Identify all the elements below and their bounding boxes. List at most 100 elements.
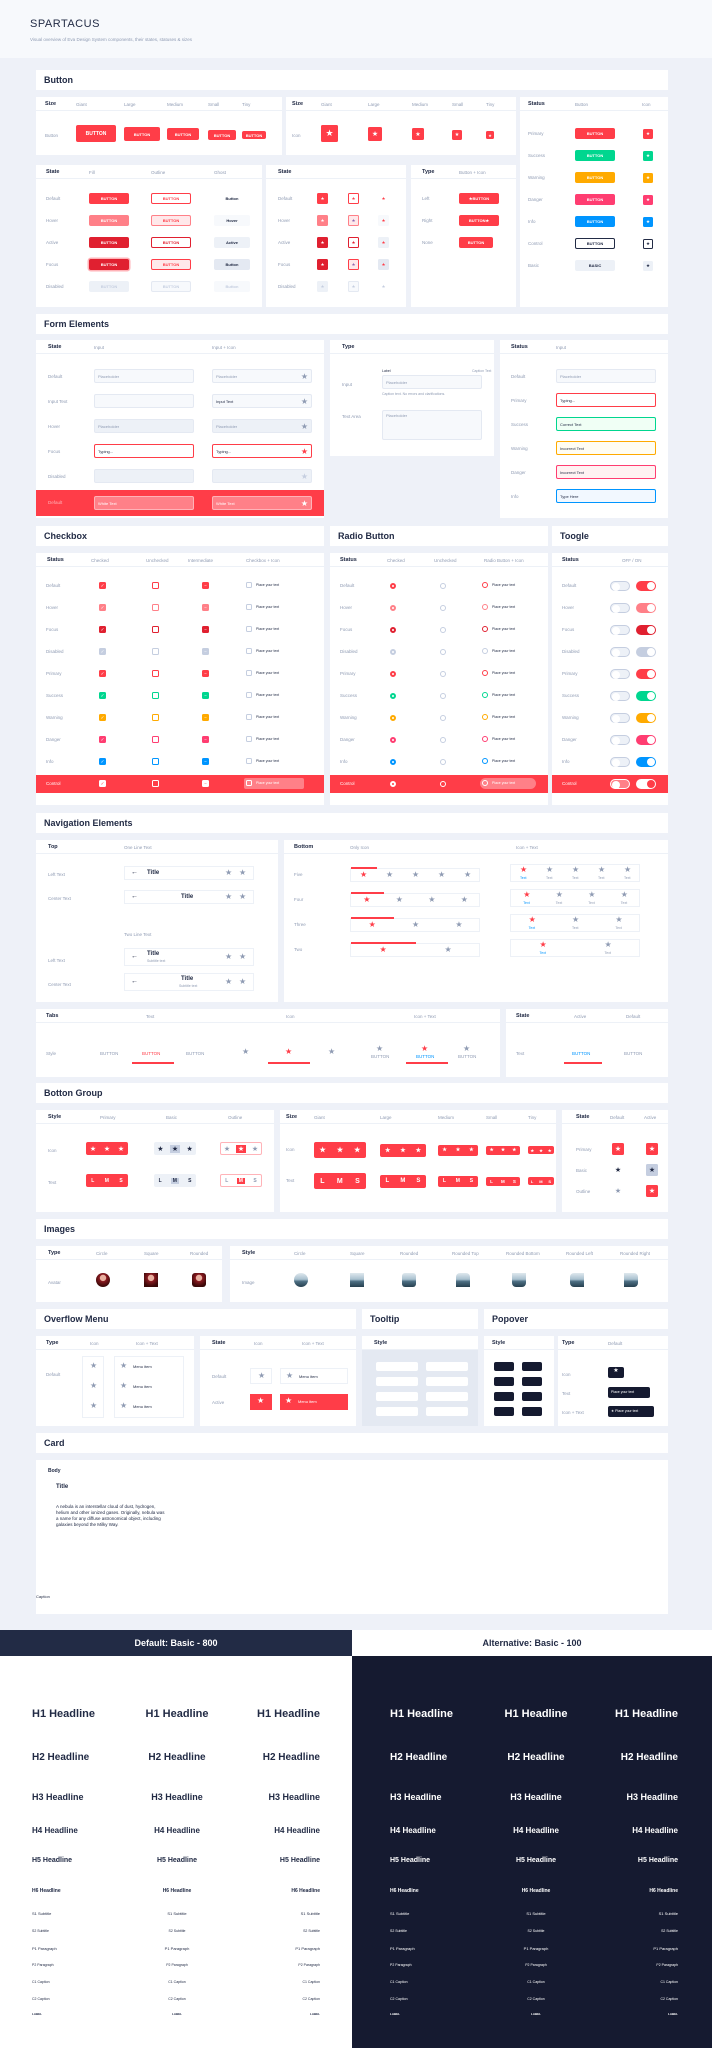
star-icon[interactable]: ★ (624, 865, 632, 874)
star-icon-basic[interactable]: ★ (643, 261, 653, 271)
button-small[interactable]: BUTTON (208, 130, 236, 140)
star-icon[interactable]: ★ (546, 865, 554, 874)
button-outline-active[interactable]: BUTTON (151, 237, 191, 248)
checkbox-with-text-control[interactable]: Place your text (244, 778, 304, 789)
button-fill-active[interactable]: BUTTON (89, 237, 129, 248)
radio-unchecked-disabled[interactable] (440, 649, 446, 655)
overflow-icon-default[interactable]: ★ (250, 1368, 272, 1384)
star-icon[interactable]: ★ (376, 1044, 384, 1053)
star-icon-fill-active[interactable]: ★ (317, 237, 328, 248)
radio-unchecked-focus[interactable] (440, 627, 446, 633)
button-warning[interactable]: BUTTON (575, 172, 615, 183)
menu-item-label[interactable]: Menu item (133, 1364, 152, 1369)
input-icon-hover[interactable]: Placeholder ★ (212, 419, 312, 433)
star-icon[interactable]: ★ (90, 1381, 98, 1390)
toggle-off-info[interactable] (610, 757, 630, 767)
toggle-on-success[interactable] (636, 691, 656, 701)
star-icon-group-basic-default[interactable]: ★ (612, 1164, 624, 1176)
star-icon[interactable]: ★ (460, 895, 468, 904)
button-ghost-active[interactable]: Active (214, 237, 250, 248)
group-size-icon-4[interactable]: ★ ★ ★ (528, 1146, 554, 1154)
checkbox-intermediate-default[interactable]: − (202, 582, 209, 589)
star-icon-group-primary-active[interactable]: ★ (646, 1143, 658, 1155)
star-icon-ghost-active[interactable]: ★ (378, 237, 389, 248)
button-info[interactable]: BUTTON (575, 216, 615, 227)
star-icon[interactable]: ★ (455, 920, 463, 929)
checkbox-unchecked-default[interactable] (152, 582, 159, 589)
checkbox-with-text-info[interactable]: Place your text (244, 756, 304, 767)
checkbox-intermediate-focus[interactable]: − (202, 626, 209, 633)
star-icon[interactable]: ★ (328, 1047, 336, 1056)
radio-checked-focus[interactable] (390, 627, 396, 633)
radio-with-text-danger[interactable]: Place your text (480, 734, 536, 745)
checkbox-intermediate-control[interactable]: − (202, 780, 209, 787)
star-icon[interactable]: ★ (428, 895, 436, 904)
input-status-success[interactable]: Correct Text (556, 417, 656, 431)
toggle-on-focus[interactable] (636, 625, 656, 635)
checkbox-unchecked-warning[interactable] (152, 714, 159, 721)
toggle-on-primary[interactable] (636, 669, 656, 679)
checkbox-checked-focus[interactable]: ✓ (99, 626, 106, 633)
checkbox-with-text-danger[interactable]: Place your text (244, 734, 304, 745)
overflow-item-default[interactable]: ★ Menu item (280, 1368, 348, 1384)
checkbox-unchecked-focus[interactable] (152, 626, 159, 633)
star-icon[interactable]: ★ (239, 868, 247, 877)
button-fill-default[interactable]: BUTTON (89, 193, 129, 204)
toggle-on-disabled[interactable] (636, 647, 656, 657)
star-icon-ghost-default[interactable]: ★ (378, 193, 389, 204)
tab-active[interactable]: BUTTON (572, 1051, 591, 1056)
toggle-on-warning[interactable] (636, 713, 656, 723)
overflow-item-active[interactable]: ★ Menu item (280, 1394, 348, 1410)
star-icon[interactable]: ★ (120, 1381, 128, 1390)
checkbox-checked-default[interactable]: ✓ (99, 582, 106, 589)
button-ghost-default[interactable]: Button (214, 193, 250, 204)
star-icon[interactable]: ★ (120, 1361, 128, 1370)
checkbox-intermediate-warning[interactable]: − (202, 714, 209, 721)
star-icon[interactable]: ★ (438, 870, 446, 879)
radio-unchecked-success[interactable] (440, 693, 446, 699)
input-icon-white[interactable]: White Text ★ (212, 496, 312, 510)
menu-item-label[interactable]: Menu item (133, 1384, 152, 1389)
star-icon-ghost-focus[interactable]: ★ (378, 259, 389, 270)
input-status-default[interactable]: Placeholder (556, 369, 656, 383)
button-primary[interactable]: BUTTON (575, 128, 615, 139)
checkbox-checked-danger[interactable]: ✓ (99, 736, 106, 743)
star-icon-group-outline-active[interactable]: ★ (646, 1185, 658, 1197)
checkbox-checked-disabled[interactable]: ✓ (99, 648, 106, 655)
button-success[interactable]: BUTTON (575, 150, 615, 161)
tab-icon-text-3[interactable]: BUTTON (458, 1054, 477, 1059)
input-status-warning[interactable]: Incorrect Text (556, 441, 656, 455)
radio-with-text-success[interactable]: Place your text (480, 690, 536, 701)
checkbox-unchecked-success[interactable] (152, 692, 159, 699)
back-arrow-icon[interactable]: ← (131, 869, 138, 876)
star-icon[interactable]: ★ (412, 870, 420, 879)
checkbox-intermediate-danger[interactable]: − (202, 736, 209, 743)
checkbox-intermediate-primary[interactable]: − (202, 670, 209, 677)
star-icon[interactable]: ★ (225, 977, 233, 986)
star-icon-ghost-hover[interactable]: ★ (378, 215, 389, 226)
radio-checked-warning[interactable] (390, 715, 396, 721)
radio-with-text-focus[interactable]: Place your text (480, 624, 536, 635)
button-ghost-focus[interactable]: Button (214, 259, 250, 270)
back-arrow-icon[interactable]: ← (131, 953, 138, 960)
checkbox-checked-primary[interactable]: ✓ (99, 670, 106, 677)
radio-unchecked-primary[interactable] (440, 671, 446, 677)
checkbox-checked-info[interactable]: ✓ (99, 758, 106, 765)
star-icon-warning[interactable]: ★ (643, 173, 653, 183)
star-icon[interactable]: ★ (572, 865, 580, 874)
star-icon[interactable]: ★ (588, 890, 596, 899)
checkbox-with-text-primary[interactable]: Place your text (244, 668, 304, 679)
star-icon-outline-hover[interactable]: ★ (348, 215, 359, 226)
star-icon[interactable]: ★ (285, 1047, 293, 1056)
checkbox-with-text-disabled[interactable]: Place your text (244, 646, 304, 657)
star-icon[interactable]: ★ (620, 890, 628, 899)
button-icon-right[interactable]: BUTTON ★ (459, 215, 499, 226)
button-fill-focus[interactable]: BUTTON (89, 259, 129, 270)
star-icon[interactable]: ★ (379, 945, 387, 954)
radio-with-text-disabled[interactable]: Place your text (480, 646, 536, 657)
star-icon[interactable]: ★ (242, 1047, 250, 1056)
radio-unchecked-danger[interactable] (440, 737, 446, 743)
radio-checked-default[interactable] (390, 583, 396, 589)
